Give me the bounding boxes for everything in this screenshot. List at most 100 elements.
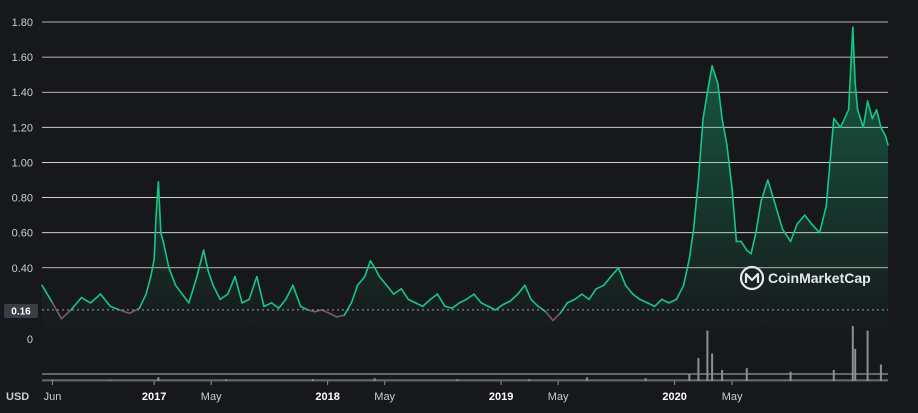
volume-bar <box>688 373 691 381</box>
volume-bar <box>879 364 882 381</box>
price-segment <box>212 284 221 301</box>
price-segment <box>356 275 366 287</box>
price-segment <box>880 126 887 137</box>
price-segment <box>624 284 634 295</box>
x-tick-label: May <box>722 391 743 403</box>
price-segment <box>160 231 164 243</box>
price-segment <box>128 307 141 315</box>
price-segment <box>444 305 454 310</box>
x-tick-label: 2019 <box>489 391 513 403</box>
price-segment <box>588 287 598 301</box>
price-segment <box>682 258 691 287</box>
price-segment <box>516 284 526 295</box>
price-segment <box>581 293 590 301</box>
current-price-badge: 0.16 <box>4 304 38 318</box>
price-segment <box>660 298 670 304</box>
price-segment <box>854 82 859 111</box>
price-segment <box>774 205 784 230</box>
price-segment <box>465 293 475 301</box>
price-segment <box>839 109 850 129</box>
price-segment <box>825 117 835 208</box>
price-segment <box>255 275 265 308</box>
price-segment <box>414 302 424 308</box>
volume-bar <box>721 370 724 381</box>
volume-bar <box>745 368 748 381</box>
price-segment <box>755 200 762 234</box>
price-segment <box>706 65 713 93</box>
price-segment <box>760 179 769 202</box>
coinmarketcap-logo-icon <box>739 265 765 291</box>
brand-name: CoinMarketCap <box>768 270 871 286</box>
price-segment <box>803 214 813 225</box>
price-segment <box>697 117 704 181</box>
volume-bars <box>42 326 888 382</box>
price-segment <box>70 296 83 311</box>
price-segment <box>862 100 869 129</box>
volume-bar <box>789 371 792 381</box>
price-segment <box>51 302 63 320</box>
y-tick-label: 1.40 <box>12 87 33 99</box>
price-segment <box>473 293 483 304</box>
price-segment <box>227 275 236 295</box>
price-segment <box>363 259 372 278</box>
price-segment <box>530 298 540 308</box>
volume-bar <box>697 358 700 381</box>
price-segment <box>745 249 752 255</box>
price-segment <box>207 270 214 287</box>
price-segment <box>688 228 695 260</box>
price-segment <box>866 100 874 120</box>
price-segment <box>150 258 155 278</box>
price-segment <box>248 275 258 301</box>
price-segment <box>369 259 376 269</box>
price-segment <box>796 214 806 225</box>
price-segment <box>884 135 889 146</box>
price-segment <box>350 284 359 304</box>
price-segment <box>328 312 338 318</box>
price-segment <box>80 296 92 304</box>
volume-bar <box>851 326 854 381</box>
price-segment <box>875 109 882 129</box>
price-segment <box>675 284 685 301</box>
price-segment <box>157 181 162 234</box>
price-segment <box>847 26 854 111</box>
price-segment <box>766 179 777 208</box>
price-segment <box>595 284 605 290</box>
x-tick-label: 2017 <box>142 391 166 403</box>
price-segment <box>343 302 353 317</box>
x-tick-label: May <box>374 391 395 403</box>
volume-bar <box>866 330 869 381</box>
price-segment <box>537 305 547 313</box>
price-segment <box>313 309 323 313</box>
x-axis: Jun 2017 May 2018 May 2019 May 2020 May <box>44 381 743 403</box>
price-segment <box>544 310 554 322</box>
price-segment <box>711 65 719 85</box>
price-segment <box>138 293 147 310</box>
price-segment <box>421 298 432 308</box>
price-segment <box>832 117 842 129</box>
price-segment <box>692 179 700 230</box>
price-segment <box>118 309 131 315</box>
price-segment <box>480 302 490 308</box>
price-line <box>41 26 889 322</box>
price-segment <box>41 284 54 304</box>
price-segment <box>702 91 709 120</box>
price-segment <box>284 284 294 301</box>
currency-unit-label: USD <box>6 391 29 403</box>
price-segment <box>458 298 468 304</box>
price-segment <box>716 82 723 120</box>
price-segment <box>109 305 121 311</box>
price-segment <box>871 109 878 120</box>
price-segment <box>202 249 210 273</box>
x-tick-label: 2018 <box>315 391 339 403</box>
price-segment <box>646 302 656 308</box>
price-segment <box>241 298 250 304</box>
price-segment <box>145 275 152 295</box>
price-segment <box>181 293 190 304</box>
price-segment <box>818 205 828 234</box>
price-segment <box>451 302 461 310</box>
price-segment <box>60 309 72 320</box>
y-tick-label: 0.40 <box>12 263 33 275</box>
price-segment <box>524 284 532 301</box>
price-segment <box>740 240 748 251</box>
